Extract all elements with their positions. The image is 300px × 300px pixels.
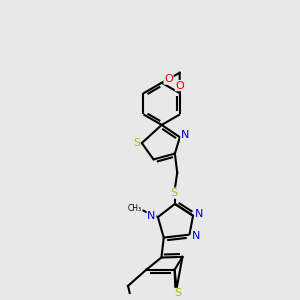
Text: S: S: [175, 289, 182, 298]
Text: N: N: [195, 209, 204, 219]
Text: S: S: [133, 138, 140, 148]
Text: O: O: [176, 80, 184, 91]
Text: N: N: [181, 130, 189, 140]
Text: CH₃: CH₃: [128, 204, 142, 213]
Text: N: N: [192, 231, 200, 241]
Text: S: S: [171, 188, 178, 198]
Text: N: N: [147, 211, 156, 221]
Text: O: O: [164, 74, 173, 84]
